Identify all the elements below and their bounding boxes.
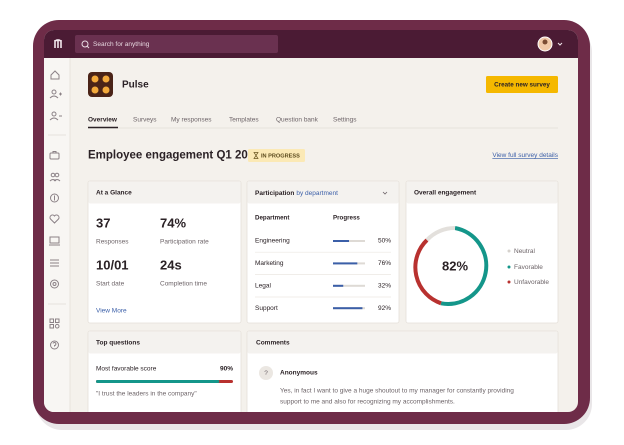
comment-text: Yes, in fact I want to give a huge shout… xyxy=(280,388,514,395)
legend-label: Favorable xyxy=(514,264,543,271)
glance-title: At a Glance xyxy=(96,190,132,197)
stat-label: Participation rate xyxy=(160,239,209,246)
glance-card-header xyxy=(88,181,241,204)
legend-label: Neutral xyxy=(514,248,536,255)
progress-label: 76% xyxy=(378,260,391,267)
app-icon-face xyxy=(102,75,110,83)
app-icon xyxy=(88,72,113,97)
legend-dot xyxy=(507,280,511,284)
tab[interactable]: Surveys xyxy=(133,117,157,124)
question-quote: "I trust the leaders in the company" xyxy=(96,391,197,398)
column-header: Department xyxy=(255,215,289,222)
create-survey-label[interactable]: Create new survey xyxy=(494,81,550,88)
comment-author: Anonymous xyxy=(280,370,318,377)
column-header: Progress xyxy=(333,215,360,222)
app-icon-face xyxy=(91,75,99,83)
view-more-link[interactable]: View More xyxy=(96,308,127,315)
logo xyxy=(54,39,62,48)
legend-dot xyxy=(507,265,511,269)
filter-chevron[interactable] xyxy=(382,191,388,195)
tab[interactable]: Templates xyxy=(229,117,259,124)
participation-filter[interactable]: by department xyxy=(296,190,338,197)
search-box[interactable] xyxy=(75,35,278,53)
app-name: Pulse xyxy=(122,80,149,91)
stat-value: 10/01 xyxy=(96,257,129,272)
question-label: Most favorable score xyxy=(96,366,157,373)
department-name: Legal xyxy=(255,283,271,290)
question-score: 90% xyxy=(220,366,233,373)
stat-label: Responses xyxy=(96,239,129,246)
avatar-face xyxy=(542,39,548,45)
progress-bar xyxy=(333,307,363,310)
progress-bar xyxy=(333,262,358,265)
legend-dot xyxy=(507,249,511,253)
engagement-donut xyxy=(413,225,489,306)
progress-track xyxy=(333,284,365,287)
progress-label: 92% xyxy=(378,305,391,312)
participation-title: Participation by department xyxy=(255,190,338,197)
department-name: Engineering xyxy=(255,238,290,245)
progress-bar xyxy=(333,284,344,287)
progress-label: 50% xyxy=(378,238,391,245)
score-bar xyxy=(96,380,220,383)
status-icon xyxy=(253,152,259,159)
status-label: IN PROGRESS xyxy=(261,153,300,159)
app-icon-face xyxy=(102,86,110,94)
create-survey-button[interactable] xyxy=(486,76,558,93)
progress-label: 32% xyxy=(378,283,391,290)
engagement-card-header xyxy=(406,181,558,204)
tab[interactable]: My responses xyxy=(171,117,212,124)
survey-title: Employee engagement Q1 2022 xyxy=(88,150,261,162)
stat-label: Completion time xyxy=(160,281,207,288)
comment-avatar-text: ? xyxy=(264,370,268,377)
top-questions-header xyxy=(88,331,241,354)
stat-label: Start date xyxy=(96,281,125,288)
stat-value: 74% xyxy=(160,215,186,230)
tab[interactable]: Question bank xyxy=(276,117,319,124)
avatar-chevron[interactable] xyxy=(557,42,563,46)
progress-bar xyxy=(333,240,349,242)
comments-header xyxy=(247,331,558,354)
app-icon-face xyxy=(91,86,99,94)
comments-title: Comments xyxy=(256,340,290,347)
sidebar xyxy=(44,58,70,412)
comment-text: support to me and also for recognizing m… xyxy=(280,399,455,406)
stat-value: 37 xyxy=(96,215,110,230)
glance-card xyxy=(87,180,242,324)
sidebar-icons[interactable] xyxy=(48,70,66,350)
stat-value: 24s xyxy=(160,257,182,272)
tab[interactable]: Overview xyxy=(88,117,118,124)
engagement-title: Overall engagement xyxy=(414,190,477,197)
legend-label: Unfavorable xyxy=(514,279,549,286)
tab[interactable]: Settings xyxy=(333,117,357,124)
search-icon xyxy=(86,45,90,49)
participation-card-header xyxy=(247,181,399,204)
department-name: Support xyxy=(255,305,278,312)
engagement-score: 82% xyxy=(442,258,468,273)
search-placeholder: Search for anything xyxy=(93,41,150,48)
survey-details-link[interactable]: View full survey details xyxy=(492,152,558,159)
comment-avatar xyxy=(259,366,273,380)
top-questions-title: Top questions xyxy=(96,340,140,347)
department-name: Marketing xyxy=(255,260,284,267)
search-icon xyxy=(81,40,89,48)
participation-title-text: Participation xyxy=(255,190,294,197)
status-badge xyxy=(248,149,305,162)
